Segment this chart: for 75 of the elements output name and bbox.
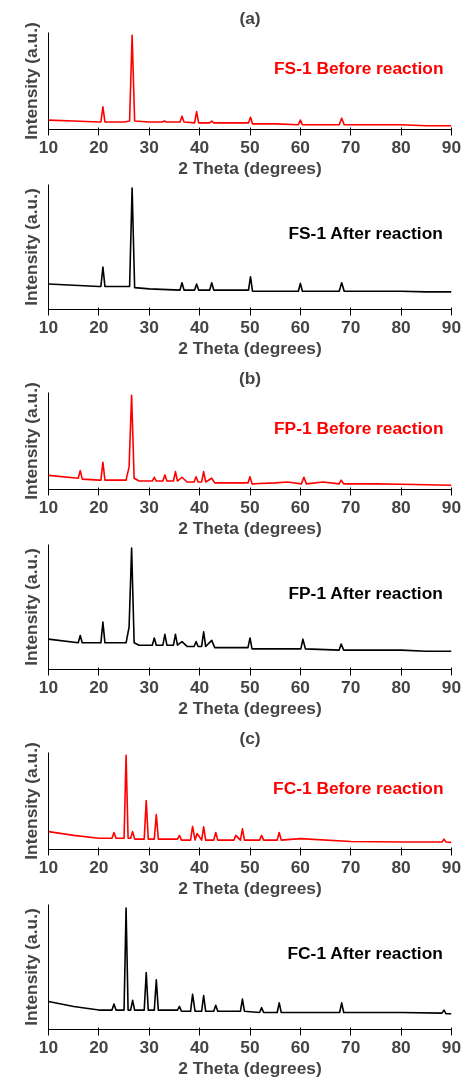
x-tick-label: 40 [189, 1036, 210, 1057]
x-tick-label: 60 [290, 316, 311, 337]
x-tick-label: 80 [391, 1036, 411, 1057]
x-tick-label: 60 [290, 136, 311, 157]
x-tick-label: 80 [391, 316, 411, 337]
x-tick-label: 40 [189, 856, 210, 877]
text: FS-1 After reaction [288, 222, 443, 243]
x-tick-label: 50 [240, 316, 260, 337]
y-axis-title: Intensity (a.u.) [20, 382, 41, 500]
x-tick-label: 70 [341, 496, 361, 517]
x-tick-label: 20 [89, 136, 109, 157]
x-axis-title: 2 Theta (degrees) [178, 517, 322, 538]
x-tick-label: 70 [341, 856, 361, 877]
x-tick-label: 20 [89, 856, 109, 877]
x-tick-label: 50 [240, 856, 260, 877]
x-tick-label: 90 [441, 496, 462, 517]
x-tick-label: 80 [391, 856, 411, 877]
x-tick-label: 60 [290, 856, 311, 877]
x-axis-title: 2 Theta (degrees) [178, 877, 322, 898]
x-tick-label: 50 [240, 676, 260, 697]
x-tick-label: 10 [38, 1036, 59, 1057]
x-tick-label: 10 [38, 496, 59, 517]
x-tick-label: 20 [89, 316, 109, 337]
x-tick-label: 40 [189, 316, 210, 337]
x-tick-label: 40 [189, 496, 210, 517]
x-tick-label: 30 [139, 496, 159, 517]
x-tick-label: 70 [341, 316, 361, 337]
x-tick-label: 20 [89, 496, 109, 517]
x-tick-label: 10 [38, 856, 59, 877]
x-tick-label: 90 [441, 676, 462, 697]
x-tick-label: 70 [341, 136, 361, 157]
x-tick-label: 40 [189, 136, 210, 157]
x-tick-label: 80 [391, 496, 411, 517]
text: FC-1 Before reaction [273, 777, 444, 798]
x-tick-label: 70 [341, 676, 361, 697]
chart-title: (b) [238, 367, 262, 388]
y-axis-title: Intensity (a.u.) [20, 742, 41, 860]
x-tick-label: 80 [391, 136, 411, 157]
y-axis-title: Intensity (a.u.) [20, 548, 41, 666]
x-tick-label: 20 [89, 676, 109, 697]
x-tick-label: 30 [139, 1036, 159, 1057]
x-tick-label: 30 [139, 136, 159, 157]
x-tick-label: 30 [139, 856, 159, 877]
x-tick-label: 50 [240, 1036, 260, 1057]
text: FC-1 After reaction [287, 942, 443, 963]
x-tick-label: 80 [391, 676, 411, 697]
x-axis-title: 2 Theta (degrees) [178, 1057, 322, 1078]
x-tick-label: 10 [38, 676, 59, 697]
x-axis-title: 2 Theta (degrees) [178, 157, 322, 178]
x-tick-label: 10 [38, 316, 59, 337]
x-tick-label: 50 [240, 496, 260, 517]
y-axis-title: Intensity (a.u.) [20, 188, 41, 306]
x-tick-label: 40 [189, 676, 210, 697]
x-tick-label: 90 [441, 316, 462, 337]
x-tick-label: 60 [290, 496, 311, 517]
x-axis-title: 2 Theta (degrees) [178, 337, 322, 358]
x-axis-title: 2 Theta (degrees) [178, 697, 322, 718]
x-tick-label: 30 [139, 316, 159, 337]
x-tick-label: 60 [290, 676, 311, 697]
chart-title: (c) [239, 727, 261, 748]
x-tick-label: 60 [290, 1036, 311, 1057]
x-tick-label: 30 [139, 676, 159, 697]
x-tick-label: 10 [38, 136, 59, 157]
x-tick-label: 90 [441, 136, 462, 157]
text: FP-1 Before reaction [274, 417, 444, 438]
x-tick-label: 20 [89, 1036, 109, 1057]
y-axis-title: Intensity (a.u.) [20, 22, 41, 140]
x-tick-label: 90 [441, 1036, 462, 1057]
x-tick-label: 70 [341, 1036, 361, 1057]
y-axis-title: Intensity (a.u.) [20, 908, 41, 1026]
x-tick-label: 90 [441, 856, 462, 877]
text: FS-1 Before reaction [274, 57, 444, 78]
x-tick-label: 50 [240, 136, 260, 157]
text: FP-1 After reaction [288, 582, 443, 603]
chart-title: (a) [239, 7, 261, 28]
